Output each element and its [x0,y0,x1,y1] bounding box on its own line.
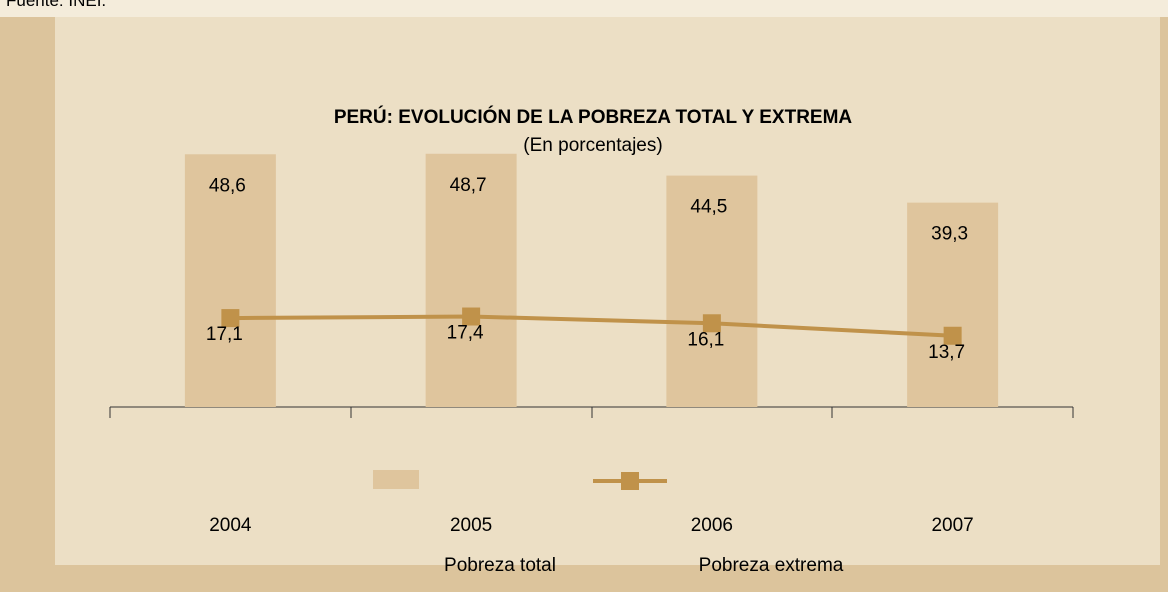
bar [907,202,999,407]
line-value-label: 16,1 [687,329,724,350]
chart-subtitle: (En porcentajes) [523,135,662,156]
bar [666,175,758,407]
line-marker [462,307,481,326]
x-tick-label: 2005 [450,515,492,536]
legend-swatch-marker [621,472,639,490]
header-band [0,0,1168,17]
bar-value-label: 44,5 [690,197,727,218]
line-value-label: 13,7 [928,342,965,363]
x-tick-label: 2004 [209,515,252,536]
line [230,314,953,338]
x-tick-label: 2007 [931,515,973,536]
bar [184,154,276,407]
source-note: Fuente: INEI. [6,0,106,10]
line-value-label: 17,1 [206,324,243,345]
x-tick-label: 2006 [691,515,733,536]
legend-label: Pobreza extrema [699,555,844,576]
bar-value-label: 48,7 [450,175,487,196]
bar-value-label: 39,3 [931,224,968,245]
line-value-label: 17,4 [447,323,484,344]
line-marker [943,326,962,345]
legend-swatch [373,470,419,489]
line-marker [221,309,240,328]
chart-title: PERÚ: EVOLUCIÓN DE LA POBREZA TOTAL Y EX… [334,106,853,128]
bar-value-label: 48,6 [209,175,246,196]
line-marker [702,314,721,333]
bar [425,153,517,407]
legend-label: Pobreza total [444,555,556,576]
